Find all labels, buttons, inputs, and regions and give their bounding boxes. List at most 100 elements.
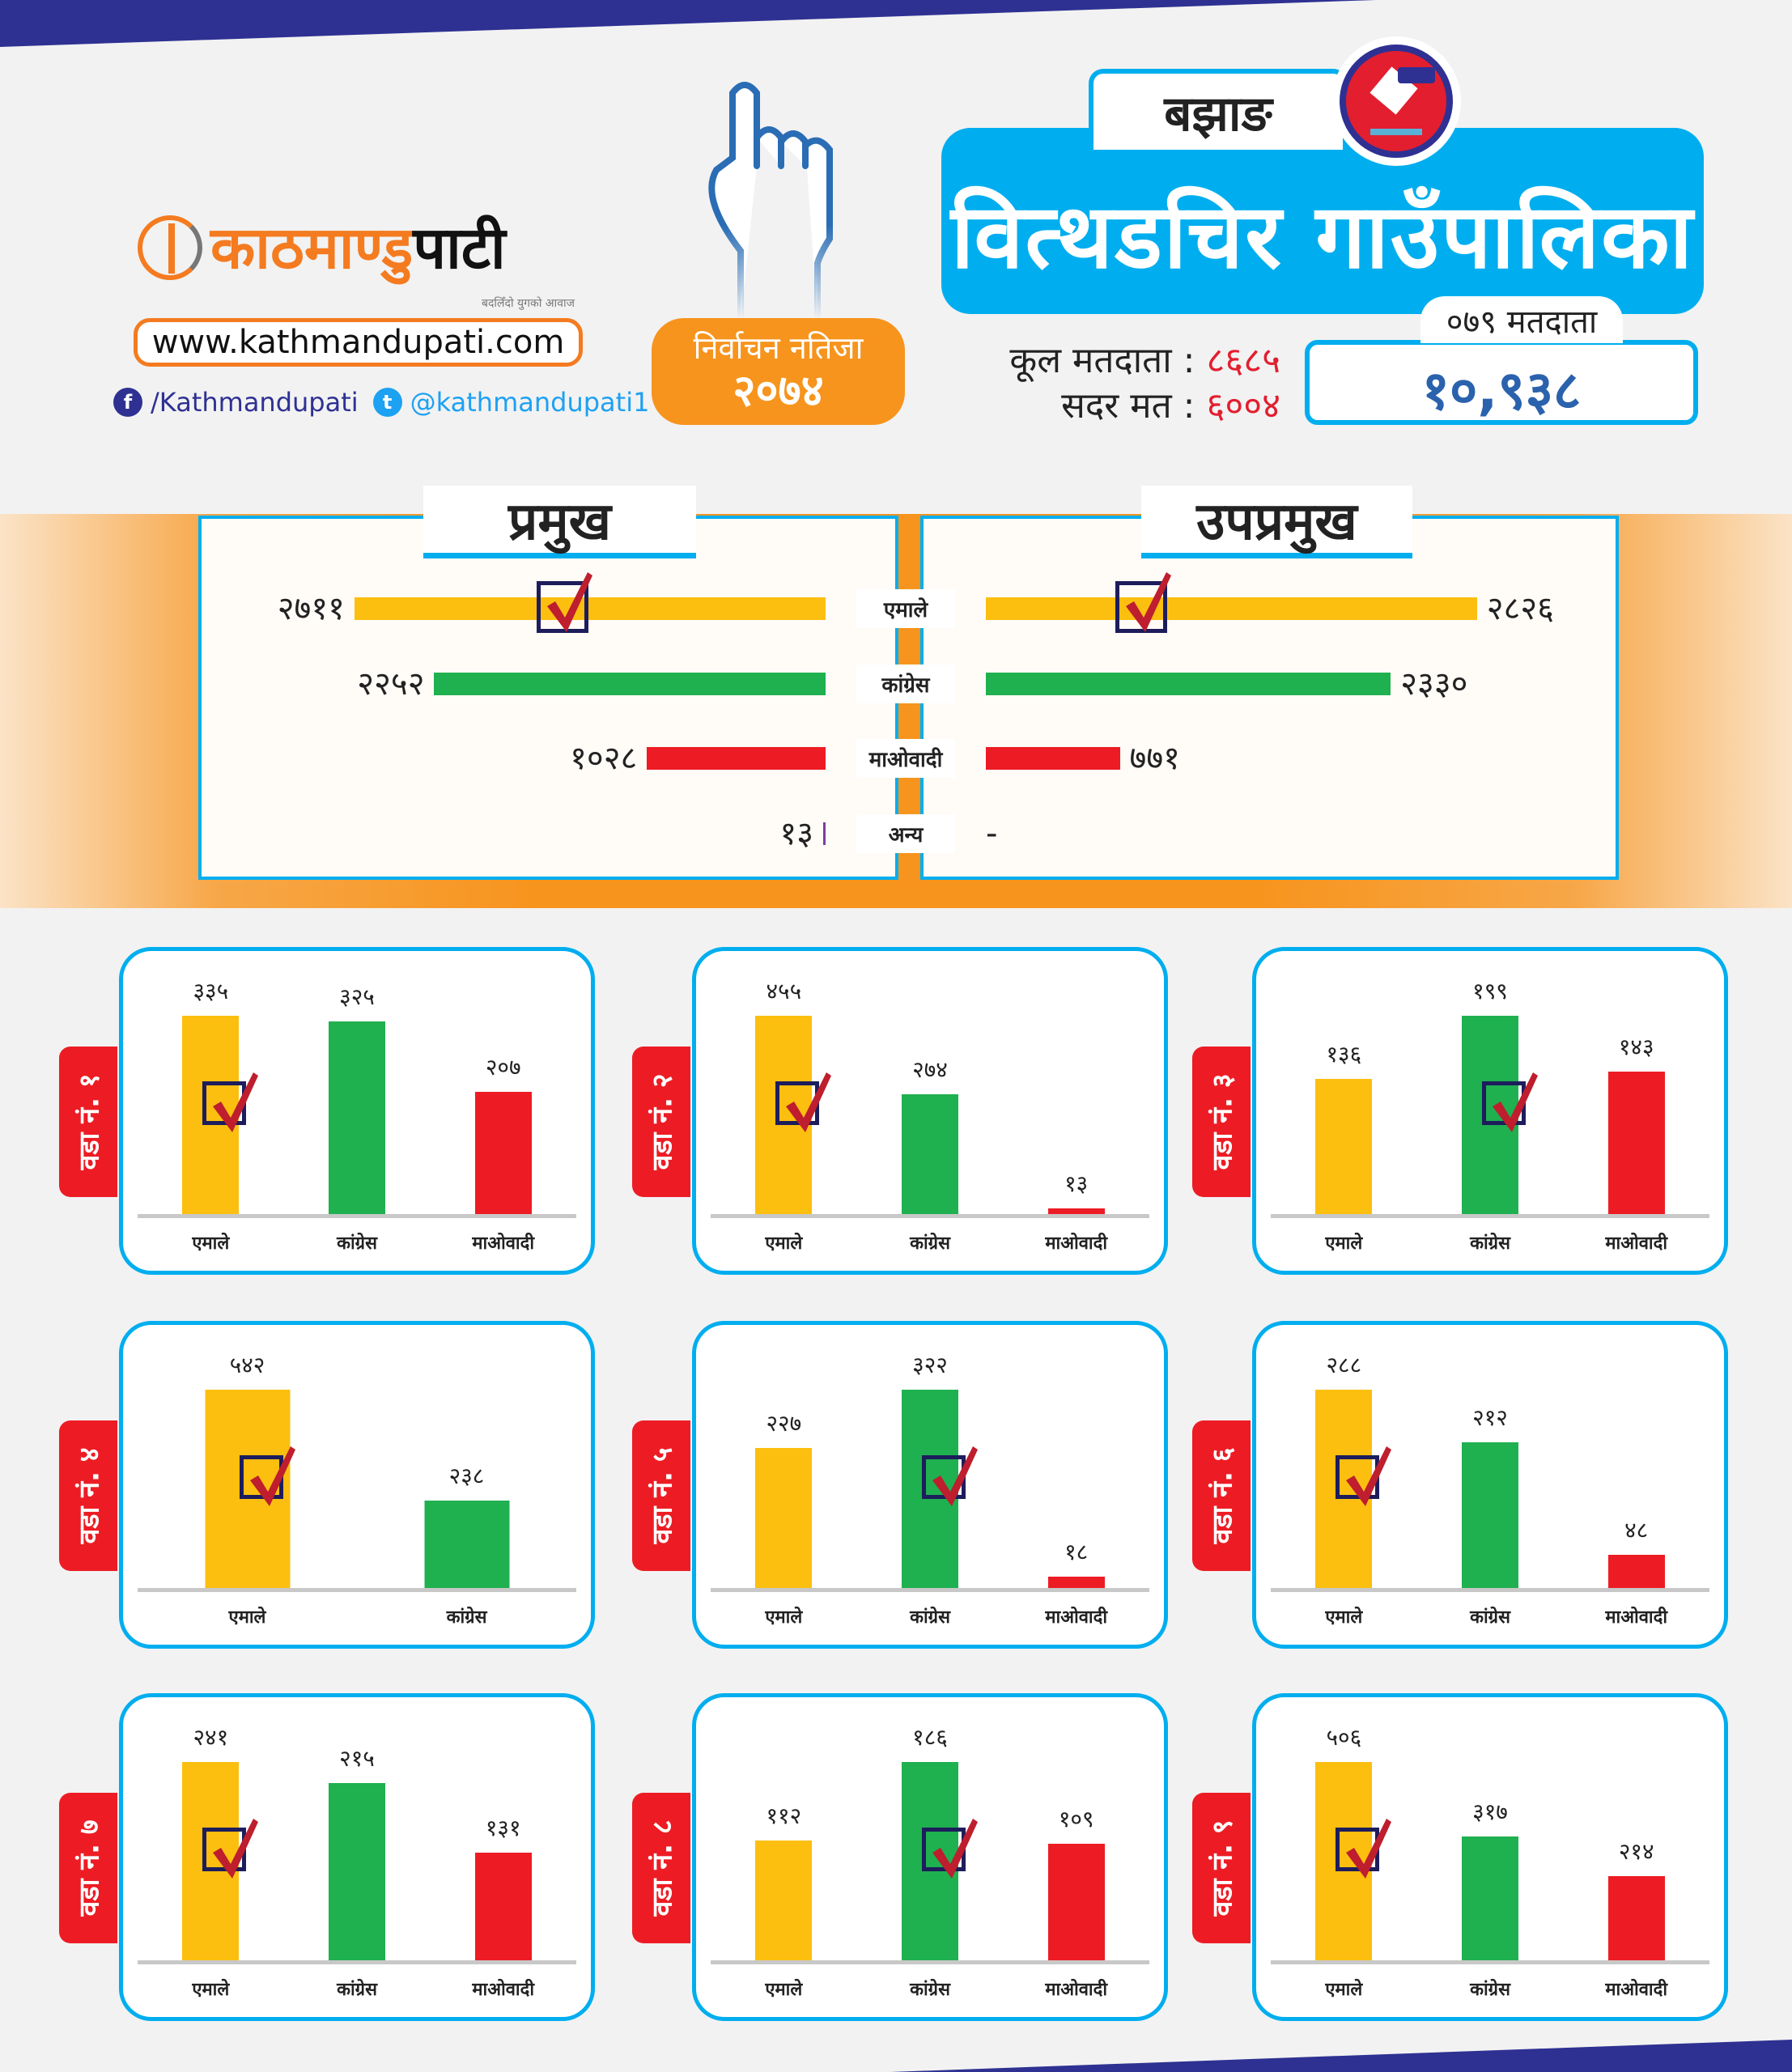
winner-check-icon bbox=[922, 1819, 978, 1879]
deputy-results-panel bbox=[920, 516, 1619, 880]
twitter-icon: t bbox=[372, 388, 402, 417]
ward-party-label: माओवादी bbox=[1045, 1980, 1108, 2000]
ward-value-label: २४१ bbox=[193, 1724, 229, 1751]
ward-bar-column: ४५५ एमाले bbox=[711, 978, 857, 1254]
ward-party-label: माओवादी bbox=[472, 1980, 535, 2000]
brand-name-part1: काठमाण्डु bbox=[210, 214, 414, 282]
valid-votes-value: ६००४ bbox=[1206, 385, 1280, 427]
municipality-title: वित्थडचिर गाउँपालिका bbox=[941, 128, 1704, 314]
ward-chart-card: ५४२ एमाले २३८ कांग्रेस bbox=[119, 1321, 595, 1649]
ward-bar-congress bbox=[902, 1390, 958, 1588]
ward-tab: वडा नं. २ bbox=[632, 1047, 690, 1197]
ward-chart-card: १३६ एमाले १९९ कांग्रेस १४३ माओवादी bbox=[1252, 947, 1728, 1275]
ward-bar-column: ४८ माओवादी bbox=[1563, 1357, 1709, 1628]
voters-079-value: १०,९३८ bbox=[1305, 340, 1698, 425]
ward-party-label: कांग्रेस bbox=[1470, 1980, 1510, 2000]
total-voters-label: कूल मतदाता : bbox=[1009, 340, 1195, 381]
ward-bar-maoist bbox=[1607, 1071, 1665, 1214]
deputy-value-other: - bbox=[986, 815, 998, 852]
ward-value-label: ५०६ bbox=[1326, 1724, 1362, 1751]
ward-bar-uml bbox=[182, 1762, 240, 1960]
website-link[interactable]: www.kathmandupati.com bbox=[134, 318, 583, 367]
ward-tab: वडा नं. ४ bbox=[59, 1420, 117, 1571]
ward-bar-uml bbox=[182, 1016, 240, 1214]
facebook-link[interactable]: /Kathmandupati bbox=[151, 387, 359, 418]
ward-chart-card: ११२ एमाले १८६ कांग्रेस १०९ माओवादी bbox=[692, 1693, 1168, 2021]
ward-value-label: २२७ bbox=[766, 1410, 802, 1437]
deputy-bar-congress bbox=[986, 673, 1391, 695]
ward-value-label: ३२२ bbox=[912, 1352, 948, 1378]
voters-079-label: ०७९ मतदाता bbox=[1420, 296, 1623, 343]
party-label-congress: कांग्रेस bbox=[856, 664, 955, 703]
ward-value-label: ३३५ bbox=[193, 978, 229, 1004]
brand-tagline: बदलिँदो युगको आवाज bbox=[482, 297, 575, 310]
ward-party-label: कांग्रेस bbox=[910, 1607, 950, 1628]
ward-bar-congress bbox=[1462, 1016, 1518, 1214]
ward-title: वडा नं. ३ bbox=[1207, 1073, 1240, 1170]
ward-bar-maoist bbox=[1047, 1844, 1105, 1960]
ward-bar-column: १०९ माओवादी bbox=[1003, 1730, 1149, 2000]
ward-bar-maoist bbox=[1047, 1577, 1105, 1588]
ward-bar-column: ३२२ कांग्रेस bbox=[857, 1352, 1004, 1628]
ward-bar-congress bbox=[329, 1021, 385, 1214]
ward-chart: ३३५ एमाले ३२५ कांग्रेस २०७ माओवादी bbox=[138, 978, 576, 1254]
party-label-other: अन्य bbox=[856, 814, 955, 853]
party-label-uml: एमाले bbox=[856, 589, 955, 628]
ward-chart-card: ४५५ एमाले २७४ कांग्रेस १३ माओवादी bbox=[692, 947, 1168, 1275]
chief-bar-uml bbox=[354, 597, 826, 620]
ward-party-label: कांग्रेस bbox=[337, 1980, 377, 2000]
ward-chart: ५०६ एमाले ३१७ कांग्रेस २१४ माओवादी bbox=[1271, 1724, 1709, 2000]
ward-tab: वडा नं. ३ bbox=[1192, 1047, 1251, 1197]
ward-bar-maoist bbox=[1047, 1208, 1105, 1214]
deputy-value-uml: २८२६ bbox=[1486, 590, 1554, 627]
ward-party-label: कांग्रेस bbox=[337, 1233, 377, 1254]
winner-check-icon bbox=[202, 1819, 259, 1879]
chief-bar-other bbox=[823, 822, 826, 845]
ward-bar-column: १३ माओवादी bbox=[1003, 983, 1149, 1254]
ward-bar-uml bbox=[755, 1841, 813, 1960]
voter-stats: कूल मतदाता : ८६८५ सदर मत : ६००४ bbox=[1009, 338, 1280, 429]
ward-bar-column: १३१ माओवादी bbox=[430, 1730, 576, 2000]
ward-party-label: कांग्रेस bbox=[910, 1233, 950, 1254]
ward-value-label: ५४२ bbox=[229, 1352, 265, 1378]
ward-party-label: एमाले bbox=[1325, 1607, 1363, 1628]
ward-bar-column: ५०६ एमाले bbox=[1271, 1724, 1417, 2000]
ward-party-label: एमाले bbox=[765, 1607, 803, 1628]
ward-value-label: १३ bbox=[1064, 1170, 1089, 1197]
ward-tab: वडा नं. ८ bbox=[632, 1793, 690, 1943]
deputy-bar-maoist bbox=[986, 747, 1120, 770]
ward-value-label: १०९ bbox=[1058, 1806, 1094, 1833]
ward-chart: २४१ एमाले २१५ कांग्रेस १३१ माओवादी bbox=[138, 1724, 576, 2000]
ward-chart-card: २८८ एमाले २१२ कांग्रेस ४८ माओवादी bbox=[1252, 1321, 1728, 1649]
ward-bar-column: २४१ एमाले bbox=[138, 1724, 284, 2000]
ward-bar-uml bbox=[1315, 1078, 1373, 1214]
ward-bar-column: १३६ एमाले bbox=[1271, 983, 1417, 1254]
chief-value-maoist: १०२८ bbox=[570, 740, 638, 777]
chief-heading: प्रमुख bbox=[423, 486, 696, 558]
ward-value-label: ४८ bbox=[1624, 1517, 1649, 1544]
deputy-value-maoist: ७७१ bbox=[1129, 740, 1180, 777]
ward-bar-uml bbox=[1315, 1390, 1373, 1588]
ward-party-label: कांग्रेस bbox=[446, 1607, 487, 1628]
ward-value-label: ११२ bbox=[766, 1802, 802, 1830]
ward-party-label: एमाले bbox=[765, 1233, 803, 1254]
ward-bar-column: १८ माओवादी bbox=[1003, 1357, 1149, 1628]
ward-party-label: माओवादी bbox=[1605, 1233, 1668, 1254]
ward-title: वडा नं. २ bbox=[647, 1073, 680, 1170]
ward-value-label: १९९ bbox=[1472, 978, 1508, 1004]
winner-check-icon bbox=[1336, 1819, 1392, 1879]
ward-bar-congress bbox=[902, 1762, 958, 1960]
ward-bar-column: १९९ कांग्रेस bbox=[1417, 978, 1564, 1254]
twitter-link[interactable]: @kathmandupati1 bbox=[410, 387, 650, 418]
ward-value-label: १३१ bbox=[485, 1814, 521, 1841]
ward-party-label: एमाले bbox=[192, 1980, 230, 2000]
ward-party-label: एमाले bbox=[765, 1980, 803, 2000]
ward-tab: वडा नं. १ bbox=[59, 1047, 117, 1197]
brand-logo: काठमाण्डु पाटी bbox=[138, 209, 591, 287]
ward-party-label: एमाले bbox=[192, 1233, 230, 1254]
ward-bar-column: २१५ कांग्रेस bbox=[284, 1730, 431, 2000]
ward-title: वडा नं. ५ bbox=[647, 1447, 680, 1544]
ward-party-label: एमाले bbox=[1325, 1980, 1363, 2000]
voting-finger-icon bbox=[708, 82, 833, 320]
winner-check-icon bbox=[537, 572, 592, 633]
